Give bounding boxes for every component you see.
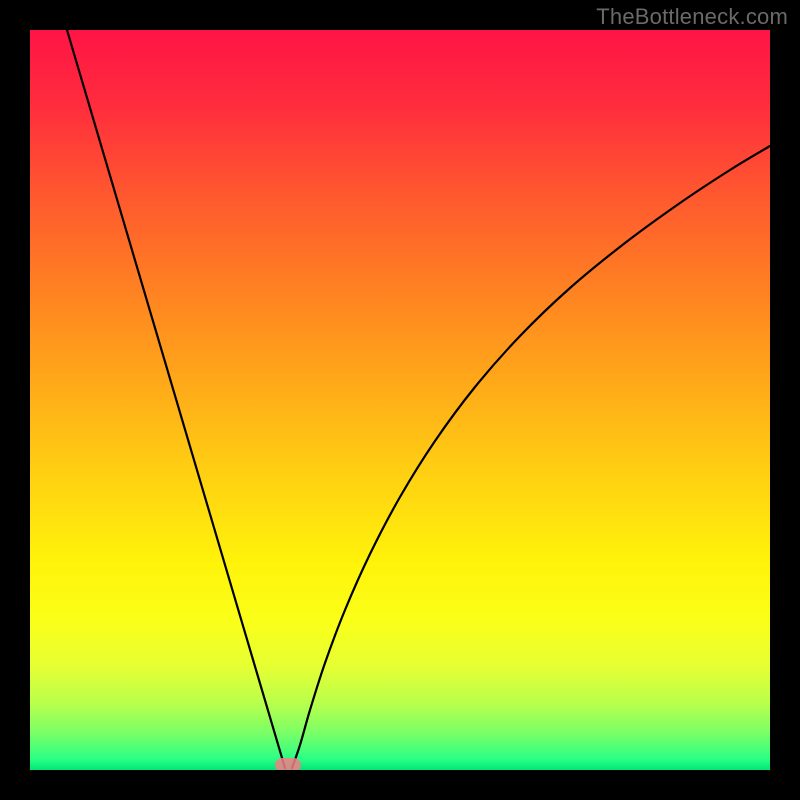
plot-area [30,30,770,770]
minimum-marker [275,758,301,770]
bottleneck-curve [30,30,770,770]
chart-container: TheBottleneck.com [0,0,800,800]
watermark-text: TheBottleneck.com [596,4,788,30]
